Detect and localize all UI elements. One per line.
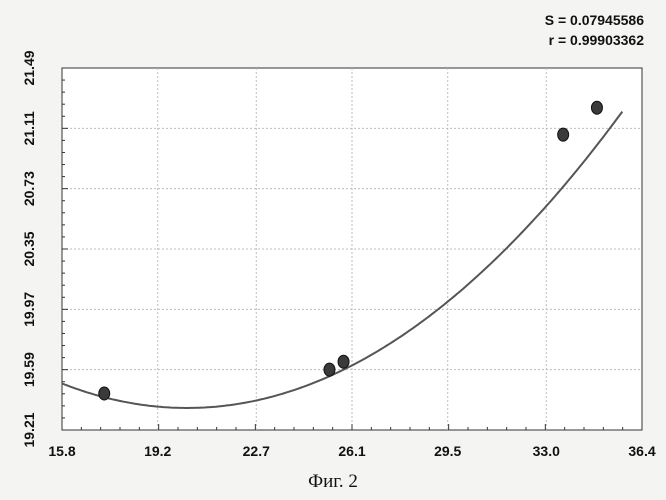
data-point	[324, 363, 335, 376]
y-tick-labels: 19.21 19.59 19.97 20.35 20.73 21.11 21.49	[21, 50, 37, 447]
y-tick-label: 20.73	[21, 171, 37, 206]
y-tick-label: 19.59	[21, 352, 37, 387]
y-tick-label: 20.35	[21, 231, 37, 266]
y-tick-label: 21.49	[21, 50, 37, 85]
x-tick-label: 19.2	[144, 443, 171, 459]
y-tick-label: 19.97	[21, 292, 37, 327]
x-tick-label: 22.7	[243, 443, 270, 459]
data-point	[99, 387, 110, 400]
data-point	[338, 355, 349, 368]
data-point	[591, 101, 602, 114]
x-tick-label: 26.1	[338, 443, 365, 459]
x-tick-label: 36.4	[628, 443, 655, 459]
x-tick-label: 15.8	[48, 443, 75, 459]
x-tick-label: 33.0	[533, 443, 560, 459]
correlation-label: r = 0.99903362	[545, 30, 644, 50]
y-tick-label: 19.21	[21, 412, 37, 447]
figure-caption: Фиг. 2	[0, 471, 666, 493]
fit-statistics: S = 0.07945586 r = 0.99903362	[545, 10, 644, 50]
x-tick-label: 29.5	[434, 443, 461, 459]
y-tick-label: 21.11	[21, 111, 37, 145]
data-point	[558, 128, 569, 141]
std-error-label: S = 0.07945586	[545, 10, 644, 30]
x-tick-labels: 15.8 19.2 22.7 26.1 29.5 33.0 36.4	[48, 443, 655, 459]
